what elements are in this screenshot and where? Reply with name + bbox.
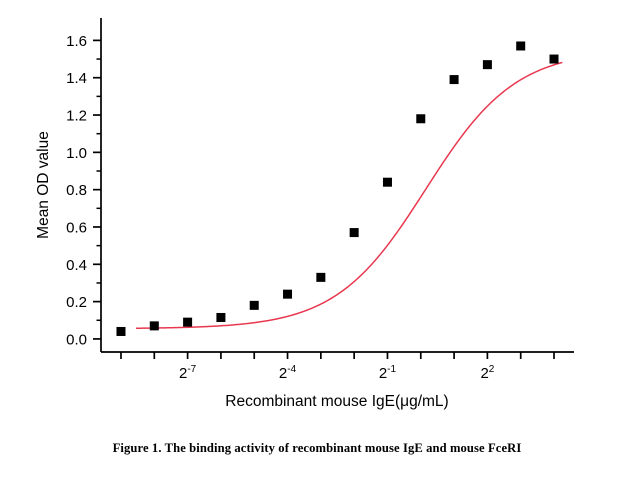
y-tick-label: 0.2	[66, 294, 87, 311]
data-points	[116, 41, 559, 336]
x-tick-exponent: 2	[489, 364, 495, 375]
chart-plot: 0.00.20.40.60.81.01.21.41.6 2-7 2-4 2-1 22 …	[35, 18, 574, 410]
x-tick-exponent: -4	[287, 364, 296, 375]
y-axis-title: Mean OD value	[35, 131, 52, 239]
data-point-marker	[249, 300, 259, 310]
data-point-marker	[482, 60, 492, 70]
y-axis-tick-labels: 0.0 0.2 0.4 0.6 0.8 1.0 1.2 1.4 1.6	[66, 33, 87, 349]
data-point-marker	[349, 228, 359, 238]
x-tick-label: 2-4	[279, 364, 297, 382]
data-point-marker	[416, 114, 426, 124]
x-axis-title: Recombinant mouse IgE(μg/mL)	[225, 393, 448, 410]
x-tick-label: 2-1	[379, 364, 397, 382]
y-tick-label: 1.2	[66, 108, 87, 125]
y-tick-label: 0.0	[66, 331, 87, 348]
data-point-marker	[549, 54, 559, 64]
data-point-marker	[316, 272, 326, 282]
y-tick-label: 1.6	[66, 33, 87, 50]
axes	[100, 18, 574, 353]
x-tick-exponent: -7	[187, 364, 196, 375]
x-tick-label: 2-7	[179, 364, 197, 382]
data-point-marker	[216, 312, 226, 322]
y-tick-label: 0.4	[66, 257, 87, 274]
figure-caption: Figure 1. The binding activity of recomb…	[112, 441, 522, 455]
data-point-marker	[183, 317, 193, 327]
fit-curve	[135, 61, 563, 329]
y-tick-label: 0.6	[66, 219, 87, 236]
data-point-marker	[283, 289, 293, 299]
x-tick-label: 22	[480, 364, 494, 382]
data-point-marker	[382, 177, 392, 187]
y-tick-label: 1.0	[66, 145, 87, 162]
y-tick-label: 1.4	[66, 70, 87, 87]
data-point-marker	[449, 75, 459, 85]
y-tick-label: 0.8	[66, 182, 87, 199]
data-point-marker	[516, 41, 526, 51]
y-axis-ticks	[93, 39, 101, 340]
x-axis-ticks	[120, 352, 555, 359]
data-point-marker	[149, 321, 159, 331]
x-tick-exponent: -1	[387, 364, 396, 375]
x-axis-tick-labels: 2-7 2-4 2-1 22	[179, 364, 495, 382]
data-point-marker	[116, 326, 126, 336]
